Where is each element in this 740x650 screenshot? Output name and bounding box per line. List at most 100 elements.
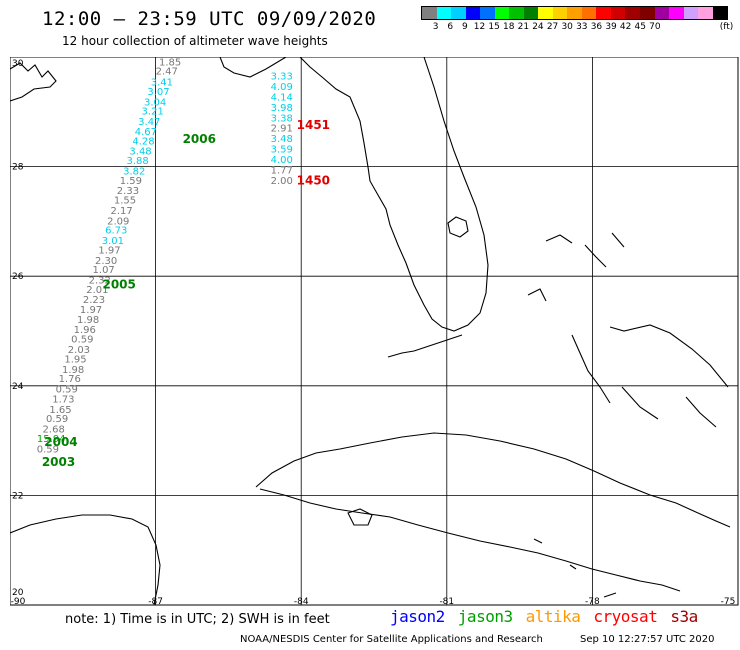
wave-height-value: 1.65	[49, 405, 71, 416]
wave-height-value: 3.59	[271, 145, 293, 156]
wave-height-value: 1.95	[64, 354, 86, 365]
wave-height-value: 2.33	[117, 186, 139, 197]
pass-number-label: 2003	[42, 455, 75, 469]
wave-height-value: 2.09	[107, 216, 129, 227]
wave-height-value: 0.59	[46, 414, 68, 425]
color-scale-label: 39	[605, 22, 617, 32]
wave-height-value: 3.38	[271, 113, 293, 124]
color-scale-label: 3	[432, 22, 439, 32]
color-scale-label: 18	[502, 22, 515, 32]
coast-isla-juventud	[347, 508, 373, 526]
coast-florida-keys	[387, 334, 463, 358]
wave-height-value: 3.48	[271, 134, 293, 145]
wave-height-value: 2.32	[89, 275, 111, 286]
wave-height-value: 1.77	[271, 165, 293, 176]
color-swatch-19	[698, 7, 713, 19]
color-swatch-8	[538, 7, 553, 19]
wave-height-value: 3.21	[142, 107, 164, 118]
color-scale-label: 36	[590, 22, 603, 32]
wave-height-value: 1.98	[62, 365, 84, 376]
color-scale-label: 24	[532, 22, 544, 32]
wave-height-value: 4.09	[271, 82, 293, 93]
color-scale-label: 6	[447, 22, 454, 32]
satellite-tracks: 1.852.473.413.073.043.213.474.674.283.48…	[37, 57, 293, 455]
pass-number-label: 1451	[297, 118, 330, 132]
map-frame	[10, 57, 739, 606]
x-tick-label: -78	[585, 597, 600, 607]
wave-height-value: 3.47	[138, 117, 160, 128]
wave-height-value: 1.97	[80, 305, 102, 316]
coast-bahamas	[527, 232, 729, 428]
wave-height-value: 3.01	[102, 236, 124, 247]
color-swatch-1	[436, 7, 452, 19]
coast-islands-south	[533, 538, 617, 598]
color-swatch-20	[712, 7, 728, 19]
pass-number-label: 2004	[44, 435, 77, 449]
color-swatch-2	[451, 7, 466, 19]
footer-note: note: 1) Time is in UTC; 2) SWH is in fe…	[65, 612, 330, 627]
wave-height-value: 4.67	[135, 127, 157, 138]
y-tick-label: 24	[12, 382, 24, 392]
axis-labels: -90 -87 -84 -81 -78 -75 30 28 26 24 22 20	[11, 59, 736, 607]
wave-height-value: 1.97	[98, 245, 120, 256]
y-tick-label: 28	[12, 163, 24, 173]
color-scale-label: 12	[473, 22, 486, 32]
pass-number-label: 2005	[102, 277, 135, 291]
page-subtitle: 12 hour collection of altimeter wave hei…	[62, 34, 328, 48]
x-tick-label: -90	[11, 597, 26, 607]
color-swatch-6	[509, 7, 524, 19]
mission-jason3: jason3	[457, 607, 513, 626]
color-scale-label: 27	[546, 22, 559, 32]
wave-height-value: 1.85	[159, 57, 181, 68]
wave-height-value: 3.07	[147, 87, 169, 98]
color-swatch-11	[581, 7, 597, 19]
color-swatch-15	[639, 7, 655, 19]
wave-height-value: 2.00	[271, 176, 293, 187]
color-swatch-17	[669, 7, 684, 19]
color-scale-label: 70	[649, 22, 661, 32]
wave-height-value: 1.98	[77, 315, 99, 326]
color-swatch-13	[610, 7, 626, 19]
color-scale-label: 15	[488, 22, 500, 32]
coast-lake-okeechobee	[447, 216, 469, 238]
x-tick-label: -81	[439, 597, 454, 607]
wave-height-value: 0.59	[56, 385, 78, 396]
color-scale-labels: 3 6 9 12 15 18 21 24 27 30 33 36 39 42 45 70 (ft)	[421, 22, 734, 34]
color-swatch-18	[683, 7, 699, 19]
color-scale-label: 9	[461, 22, 468, 32]
mission-cryosat: cryosat	[593, 607, 658, 626]
color-swatch-4	[480, 7, 495, 19]
wave-height-value: 0.59	[71, 335, 93, 346]
x-tick-label: -87	[148, 597, 163, 607]
color-scale-label: (ft)	[719, 22, 734, 32]
color-swatch-16	[654, 7, 670, 19]
wave-height-value: 1.59	[120, 176, 142, 187]
wave-height-value: 2.47	[156, 67, 178, 78]
wave-height-value: 4.00	[271, 155, 293, 166]
wave-height-value: 2.91	[271, 124, 293, 135]
color-swatch-10	[567, 7, 582, 19]
coast-yucatan	[10, 514, 161, 606]
y-tick-label: 22	[12, 491, 23, 501]
pass-number-label: 1450	[297, 173, 330, 187]
color-swatch-3	[465, 7, 481, 19]
pass-labels: 2006 2005 2004 2003 1451 1450	[42, 118, 330, 469]
wave-height-value: 1.76	[59, 374, 81, 385]
mission-jason2: jason2	[390, 607, 445, 626]
color-scale-label: 21	[517, 22, 530, 32]
wave-height-value: 4.14	[271, 92, 293, 103]
y-tick-label: 30	[12, 59, 24, 69]
color-scale-label: 45	[634, 22, 647, 32]
wave-height-value: 1.73	[52, 394, 74, 405]
wave-height-value: 1.96	[74, 325, 96, 336]
wave-height-value: 1.07	[93, 265, 115, 276]
mission-s3a: s3a	[670, 607, 698, 626]
color-swatch-14	[625, 7, 640, 19]
coastlines	[10, 57, 731, 606]
color-swatch-0	[422, 7, 437, 19]
wave-height-value: 1.55	[114, 195, 136, 206]
mission-altika: altika	[525, 607, 581, 626]
footer-credit: NOAA/NESDIS Center for Satellite Applica…	[240, 634, 543, 645]
coast-cuba	[255, 432, 731, 592]
